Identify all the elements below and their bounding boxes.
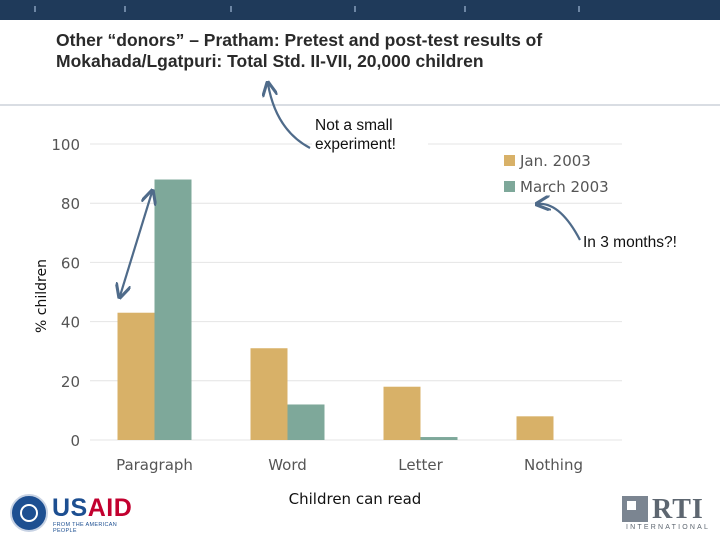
x-tick-label: Letter [398, 456, 443, 474]
usaid-tagline: FROM THE AMERICAN PEOPLE [53, 522, 117, 534]
x-tick-label: Word [268, 456, 307, 474]
double-arrow-icon [120, 192, 152, 296]
y-tick-label: 20 [61, 373, 80, 391]
y-tick-label: 100 [51, 136, 80, 154]
bar-tick [464, 6, 466, 12]
legend-entry: March 2003 [520, 178, 609, 196]
y-tick-label: 40 [61, 314, 80, 332]
bar-tick [230, 6, 232, 12]
bar-tick [354, 6, 356, 12]
top-bar [0, 0, 720, 20]
y-axis-label: % children [34, 259, 50, 333]
rti-mark-icon [622, 496, 648, 522]
callout-in-3-months: In 3 months?! [583, 233, 683, 252]
usaid-logo: USAID FROM THE AMERICAN PEOPLE [10, 492, 140, 534]
rti-wordmark: RTI [652, 494, 704, 525]
x-tick-label: Nothing [524, 456, 583, 474]
bar-word-march [287, 404, 325, 440]
legend-entry: Jan. 2003 [519, 152, 591, 170]
slide-title: Other “donors” – Pratham: Pretest and po… [56, 30, 543, 71]
arrow-to-legend-icon [538, 204, 581, 241]
bar-tick [34, 6, 36, 12]
rti-tagline: INTERNATIONAL [626, 524, 711, 531]
bar-tick [124, 6, 126, 12]
callout-not-small-experiment: Not a small experiment! [312, 114, 428, 156]
legend-swatch [504, 155, 515, 166]
arrow-to-title-icon [268, 84, 311, 149]
x-tick-label: Paragraph [116, 456, 193, 474]
bar-word-jan [250, 348, 288, 440]
bar-tick [578, 6, 580, 12]
title-divider [0, 104, 720, 106]
legend-swatch [504, 181, 515, 192]
x-axis-label: Children can read [288, 490, 422, 508]
y-tick-label: 80 [61, 195, 80, 213]
bar-letter-jan [383, 386, 421, 440]
bar-paragraph-march [154, 179, 192, 440]
bar-nothing-jan [516, 416, 554, 440]
rti-logo: RTI INTERNATIONAL [622, 494, 708, 534]
y-tick-label: 60 [61, 254, 80, 272]
usaid-seal-icon [10, 494, 48, 532]
usaid-wordmark: USAID [52, 494, 133, 522]
y-tick-label: 0 [70, 432, 80, 450]
bar-letter-march [420, 437, 458, 440]
bar-paragraph-jan [117, 312, 155, 440]
